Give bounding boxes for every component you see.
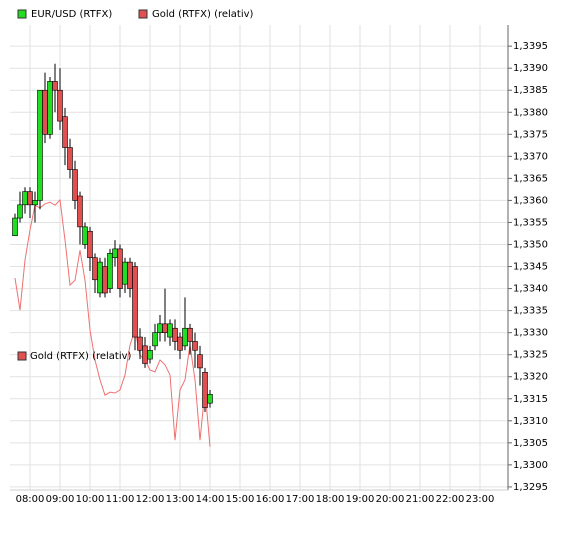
candle-body (32, 200, 38, 206)
candle-body (87, 230, 93, 259)
x-tick-label: 08:00 (16, 494, 45, 505)
candle-body (147, 349, 153, 360)
candle-body (172, 327, 178, 342)
x-tick-label: 15:00 (226, 494, 255, 505)
candle-body (102, 266, 108, 294)
x-tick-label: 14:00 (196, 494, 225, 505)
plot-frame (10, 25, 508, 490)
x-tick-label: 20:00 (376, 494, 405, 505)
y-tick-label: 1,3310 (513, 416, 548, 427)
series-label: Gold (RTFX) (relativ) (30, 351, 132, 362)
x-tick-label: 19:00 (346, 494, 375, 505)
y-tick-label: 1,3365 (513, 173, 548, 184)
x-tick-label: 12:00 (136, 494, 165, 505)
candle-body (137, 336, 143, 351)
x-tick-label: 16:00 (256, 494, 285, 505)
y-tick-label: 1,3360 (513, 195, 548, 206)
y-tick-label: 1,3385 (513, 85, 548, 96)
y-tick-label: 1,3295 (513, 482, 548, 493)
candle-body (62, 116, 68, 148)
candle-body (142, 345, 148, 364)
candle-body (52, 81, 58, 91)
y-tick-label: 1,3395 (513, 41, 548, 52)
y-tick-label: 1,3300 (513, 460, 548, 471)
candle-body (127, 261, 133, 289)
y-tick-label: 1,3350 (513, 239, 548, 250)
candle-body (77, 195, 83, 228)
candle-body (17, 204, 23, 219)
candle-body (207, 394, 213, 404)
candle-body (182, 327, 188, 347)
candle-body (177, 336, 183, 351)
y-tick-label: 1,3375 (513, 129, 548, 140)
candle-body (197, 354, 203, 369)
candle-body (132, 266, 138, 338)
y-tick-label: 1,3325 (513, 350, 548, 361)
candle-body (162, 323, 168, 333)
candle-body (192, 341, 198, 351)
line-series (14, 198, 211, 447)
x-tick-label: 17:00 (286, 494, 315, 505)
candle-body (112, 248, 118, 259)
candle-body (37, 89, 43, 201)
y-tick-label: 1,3340 (513, 284, 548, 295)
candle-body (22, 191, 28, 206)
x-tick-label: 09:00 (46, 494, 75, 505)
x-tick-label: 10:00 (76, 494, 105, 505)
x-tick-label: 13:00 (166, 494, 195, 505)
candle-body (57, 89, 63, 122)
candle-body (92, 257, 98, 281)
candle-body (97, 261, 103, 294)
candle-body (12, 217, 18, 236)
legend-swatch (138, 9, 148, 19)
y-tick-label: 1,3390 (513, 63, 548, 74)
legend-label: Gold (RTFX) (relativ) (152, 9, 254, 20)
candle-body (167, 323, 173, 338)
candle-body (67, 147, 73, 170)
candle-body (47, 81, 53, 135)
y-tick-label: 1,3320 (513, 372, 548, 383)
candle-body (107, 253, 113, 289)
legend-label: EUR/USD (RTFX) (31, 9, 112, 20)
legend-swatch (17, 9, 27, 19)
y-tick-label: 1,3380 (513, 107, 548, 118)
series-label-swatch (17, 351, 27, 361)
candle-body (117, 248, 123, 289)
y-tick-label: 1,3355 (513, 217, 548, 228)
candle-body (152, 332, 158, 347)
y-tick-label: 1,3305 (513, 438, 548, 449)
candle-body (157, 323, 163, 333)
candle-body (202, 372, 208, 408)
x-tick-label: 11:00 (106, 494, 135, 505)
y-tick-label: 1,3335 (513, 306, 548, 317)
x-tick-label: 23:00 (466, 494, 495, 505)
y-tick-label: 1,3345 (513, 262, 548, 273)
x-tick-label: 21:00 (406, 494, 435, 505)
y-tick-label: 1,3330 (513, 328, 548, 339)
candle-body (27, 191, 33, 206)
candle-body (42, 89, 48, 135)
x-tick-label: 18:00 (316, 494, 345, 505)
candle-body (187, 327, 193, 342)
candle-body (82, 226, 88, 245)
candle-body (122, 261, 128, 285)
y-tick-label: 1,3370 (513, 151, 548, 162)
x-tick-label: 22:00 (436, 494, 465, 505)
candle-body (72, 169, 78, 201)
y-tick-label: 1,3315 (513, 394, 548, 405)
